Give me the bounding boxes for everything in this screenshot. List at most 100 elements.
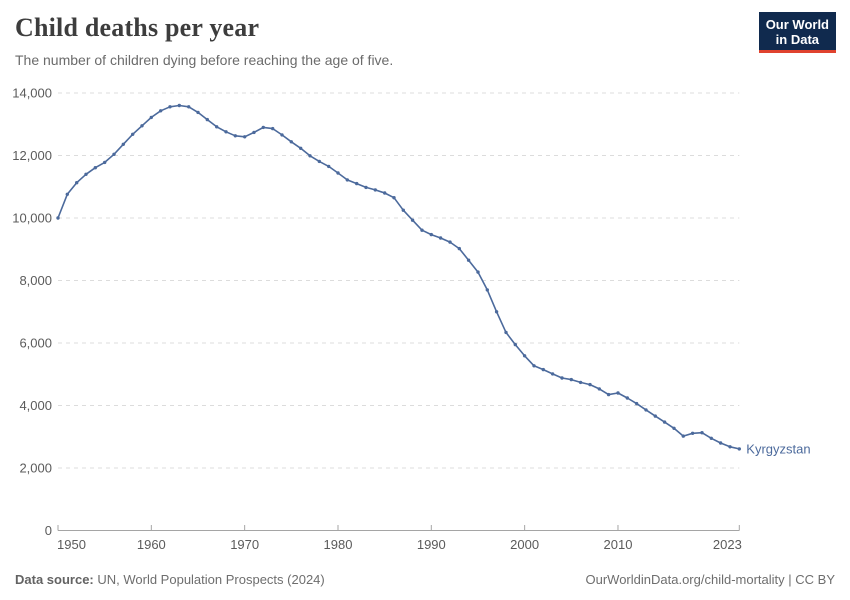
chart-line-kyrgyzstan[interactable] xyxy=(57,104,741,450)
data-point-marker xyxy=(252,130,256,135)
data-point-marker xyxy=(336,171,340,175)
data-point-marker xyxy=(737,447,741,451)
data-point-marker xyxy=(700,431,704,435)
data-point-marker xyxy=(196,110,200,115)
x-axis-label: 1980 xyxy=(324,537,353,552)
data-point-marker xyxy=(215,125,219,129)
data-point-marker xyxy=(634,401,639,406)
data-point-marker xyxy=(597,387,601,391)
data-point-marker xyxy=(709,436,713,440)
y-axis-label: 12,000 xyxy=(12,148,52,163)
data-point-marker xyxy=(420,228,424,232)
data-point-marker xyxy=(429,232,433,237)
data-point-marker xyxy=(149,115,153,120)
data-point-marker xyxy=(289,140,293,144)
data-point-marker xyxy=(448,240,452,244)
data-point-marker xyxy=(616,391,620,395)
x-axis-label: 1960 xyxy=(137,537,166,552)
data-point-marker xyxy=(177,103,181,108)
data-point-marker xyxy=(588,382,592,387)
data-point-marker xyxy=(103,160,107,165)
entity-label-kyrgyzstan[interactable]: Kyrgyzstan xyxy=(746,441,810,456)
data-point-marker xyxy=(560,376,564,380)
data-point-marker xyxy=(550,372,555,376)
x-axis-label: 2000 xyxy=(510,537,539,552)
chart-subtitle: The number of children dying before reac… xyxy=(15,52,394,68)
data-point-marker xyxy=(187,105,191,109)
data-point-marker xyxy=(131,132,135,136)
data-point-marker xyxy=(93,166,98,170)
data-point-marker xyxy=(410,218,415,222)
data-point-marker xyxy=(728,445,732,449)
data-point-marker xyxy=(681,434,685,438)
x-axis-label: 1970 xyxy=(230,537,259,552)
data-point-marker xyxy=(65,192,70,196)
data-point-marker xyxy=(578,380,583,385)
data-point-marker xyxy=(280,133,284,137)
data-point-marker xyxy=(392,196,396,200)
data-point-marker xyxy=(718,441,723,445)
data-point-marker xyxy=(224,130,228,134)
data-point-marker xyxy=(168,105,172,109)
data-point-marker xyxy=(625,396,629,400)
x-axis-label: 2023 xyxy=(713,537,742,552)
data-point-marker xyxy=(485,288,489,292)
data-point-marker xyxy=(466,258,471,262)
owid-logo-line2: in Data xyxy=(775,32,820,47)
data-point-marker xyxy=(159,109,163,113)
y-axis-label: 14,000 xyxy=(12,86,52,101)
data-point-marker xyxy=(653,414,657,418)
data-point-marker xyxy=(476,270,480,274)
data-point-marker xyxy=(205,117,209,122)
x-axis-label: 1990 xyxy=(417,537,446,552)
data-point-marker xyxy=(644,408,648,412)
data-point-marker xyxy=(457,246,461,251)
chart-header: Child deaths per year The number of chil… xyxy=(15,13,835,68)
data-point-marker xyxy=(75,181,79,185)
data-point-marker xyxy=(522,354,527,358)
y-axis-label: 8,000 xyxy=(19,273,52,288)
y-axis-label: 10,000 xyxy=(12,211,52,226)
data-point-marker xyxy=(121,142,126,146)
data-point-marker xyxy=(606,392,611,397)
data-point-marker xyxy=(541,367,545,372)
data-point-marker xyxy=(271,126,275,131)
data-point-marker xyxy=(308,154,312,158)
y-axis-label: 4,000 xyxy=(19,398,52,413)
data-point-marker xyxy=(140,124,144,128)
data-source: Data source: UN, World Population Prospe… xyxy=(15,572,325,587)
data-source-text: UN, World Population Prospects (2024) xyxy=(93,572,325,587)
data-point-marker xyxy=(84,172,88,176)
data-point-marker xyxy=(364,185,368,190)
data-point-marker xyxy=(513,342,517,347)
data-point-marker xyxy=(690,431,695,435)
license-link[interactable]: OurWorldinData.org/child-mortality | CC … xyxy=(585,572,836,587)
data-point-marker xyxy=(327,164,331,169)
data-point-marker xyxy=(662,420,667,424)
data-point-marker xyxy=(345,178,349,182)
data-point-marker xyxy=(401,208,405,212)
data-point-marker xyxy=(373,188,377,192)
data-point-marker xyxy=(355,181,359,186)
data-point-marker xyxy=(112,152,116,156)
owid-logo-line1: Our World xyxy=(765,17,829,32)
data-point-marker xyxy=(672,426,676,430)
data-point-marker xyxy=(383,191,387,195)
data-point-marker xyxy=(261,125,265,130)
chart-footer: Data source: UN, World Population Prospe… xyxy=(15,572,835,587)
data-point-marker xyxy=(299,146,303,150)
y-axis-label: 0 xyxy=(45,523,52,538)
data-point-marker xyxy=(504,330,508,335)
page-title: Child deaths per year xyxy=(15,13,260,42)
y-axis-label: 2,000 xyxy=(19,461,52,476)
owid-logo[interactable]: Our World in Data xyxy=(758,12,836,53)
data-point-marker xyxy=(532,364,536,368)
data-source-label: Data source: xyxy=(15,572,94,587)
x-axis-label: 1950 xyxy=(57,537,86,552)
data-point-marker xyxy=(243,135,247,139)
data-point-marker xyxy=(569,377,573,382)
data-point-marker xyxy=(317,159,321,164)
y-axis-label: 6,000 xyxy=(19,336,52,351)
